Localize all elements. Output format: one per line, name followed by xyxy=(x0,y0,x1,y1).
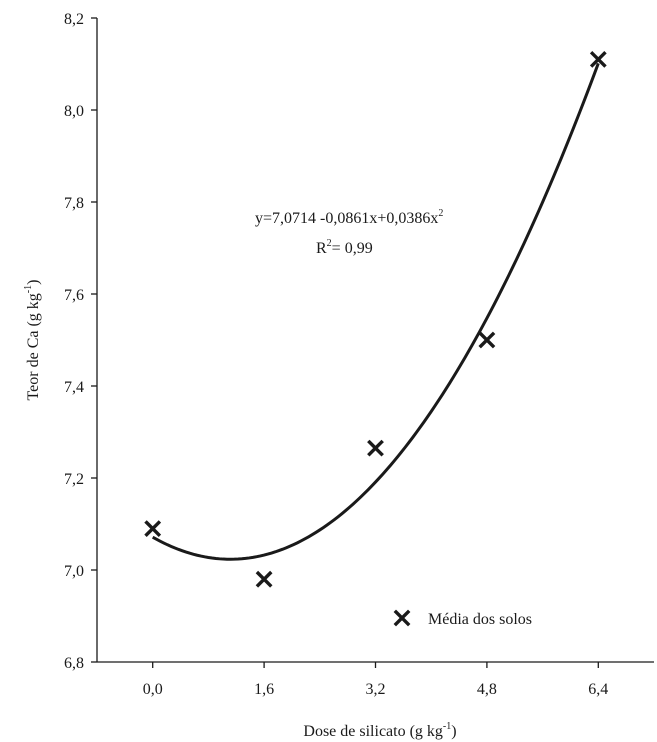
y-axis-label: Teor de Ca (g kg-1) xyxy=(23,280,42,401)
data-points xyxy=(144,50,607,588)
y-tick-label: 7,8 xyxy=(64,195,84,212)
plot-area: 6,8 7,0 7,2 7,4 7,6 7,8 8,0 8,2 0,0 1,6 3,2 4,8 6,4 xyxy=(64,11,654,698)
data-point xyxy=(589,50,607,68)
y-tick-label: 7,6 xyxy=(64,287,84,304)
data-point xyxy=(255,570,273,588)
y-tick-label: 7,4 xyxy=(64,379,84,396)
x-tick-label: 6,4 xyxy=(588,681,608,698)
regression-curve xyxy=(151,62,600,561)
y-axis-ticks: 6,8 7,0 7,2 7,4 7,6 7,8 8,0 8,2 xyxy=(64,11,97,672)
y-tick-label: 8,0 xyxy=(64,103,84,120)
legend: Média dos solos xyxy=(393,609,532,628)
data-point xyxy=(367,439,384,457)
y-tick-label: 7,0 xyxy=(64,563,84,580)
x-tick-label: 3,2 xyxy=(366,681,386,698)
x-tick-label: 0,0 xyxy=(143,681,163,698)
r-squared-text: R2= 0,99 xyxy=(316,238,373,257)
data-point xyxy=(478,331,496,349)
x-tick-label: 1,6 xyxy=(254,681,274,698)
legend-marker-x xyxy=(393,609,411,627)
y-tick-label: 6,8 xyxy=(64,655,84,672)
y-tick-label: 8,2 xyxy=(64,11,84,28)
y-tick-label: 7,2 xyxy=(64,471,84,488)
equation-text: y=7,0714 -0,0861x+0,0386x2 xyxy=(255,208,443,227)
legend-label: Média dos solos xyxy=(428,611,532,628)
legend-marker-x-glyph xyxy=(393,609,411,627)
equation-annotation: y=7,0714 -0,0861x+0,0386x2 R2= 0,99 xyxy=(255,208,443,257)
x-axis-label: Dose de silicato (g kg-1) xyxy=(303,721,456,740)
x-axis-ticks: 0,0 1,6 3,2 4,8 6,4 xyxy=(143,662,608,698)
data-point xyxy=(144,520,162,538)
x-tick-label: 4,8 xyxy=(477,681,497,698)
